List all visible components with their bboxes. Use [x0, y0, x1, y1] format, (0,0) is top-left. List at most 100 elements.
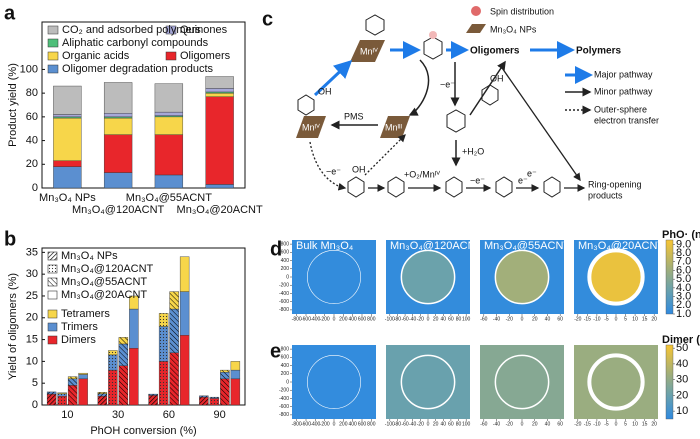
- bar-pattern: [68, 376, 78, 379]
- bar-segment: [230, 378, 241, 406]
- y-tick-label: -600: [279, 299, 289, 305]
- molecule: [387, 176, 405, 198]
- y-tick-label: 0: [32, 182, 38, 194]
- x-tick-label: 15: [642, 316, 648, 322]
- diagram-label: e⁻: [527, 168, 537, 178]
- x-tick-label: -200: [320, 421, 330, 427]
- x-tick-label: 0: [333, 421, 336, 427]
- y-tick-label: 600: [281, 250, 290, 256]
- x-tick-label: -20: [506, 316, 513, 322]
- x-tick-label: 40: [545, 316, 551, 322]
- molecule: [446, 109, 466, 133]
- heatmap-particle: [400, 354, 456, 410]
- colorbar-tick-label: 9.0: [676, 238, 691, 250]
- x-tick-label: 20: [433, 316, 439, 322]
- x-tick-label: 80: [456, 421, 462, 427]
- legend-label: Mn₃O₄ NPs: [61, 250, 118, 262]
- y-tick-label: 20: [26, 158, 38, 170]
- legend-label: Dimers: [61, 334, 96, 346]
- colorbar-tick-label: 4.0: [676, 282, 691, 294]
- molecule: [481, 84, 499, 106]
- legend-label: Aliphatic carbonyl compounds: [62, 37, 209, 49]
- x-tick-label: 40: [545, 421, 551, 427]
- bar-segment: [154, 116, 184, 135]
- heatmap-particle: [494, 249, 550, 305]
- x-tick-label: 0: [333, 316, 336, 322]
- x-tick-label: -10: [593, 316, 600, 322]
- x-tick-label: -40: [409, 316, 416, 322]
- panel-label: a: [4, 2, 16, 24]
- colorbar-title: Dimer (μM): [662, 334, 700, 346]
- y-tick-label: 35: [26, 246, 38, 258]
- diagram-label: electron transfer: [594, 115, 659, 125]
- colorbar: [665, 239, 674, 315]
- arrow: [313, 59, 353, 97]
- molecule: [423, 36, 443, 60]
- x-tick-label: -5: [604, 421, 609, 427]
- legend-swatch: [47, 322, 58, 332]
- legend-pattern: [48, 252, 57, 260]
- heatmap-particle: [587, 248, 645, 306]
- legend-swatch: [47, 51, 59, 61]
- bar-pattern: [220, 372, 230, 379]
- y-tick-label: -600: [279, 404, 289, 410]
- bar-pattern: [57, 392, 67, 394]
- colorbar: [665, 344, 674, 420]
- diagram-label: products: [588, 190, 623, 200]
- bar-segment: [230, 361, 241, 371]
- x-tick-label: -40: [493, 421, 500, 427]
- x-tick-label: -100: [385, 316, 395, 322]
- panel-title: Mn₃O₄@55ACNT: [484, 240, 570, 252]
- diagram-label: +O₂/Mnᴵⱽ: [404, 169, 440, 179]
- legend-swatch: [165, 25, 177, 35]
- legend-label: Mn₃O₄@20ACNT: [61, 289, 147, 301]
- x-tick-label: 100: [462, 316, 471, 322]
- bar-pattern: [57, 396, 67, 405]
- panel-label: d: [270, 238, 282, 260]
- bar-segment: [129, 295, 139, 310]
- colorbar-tick-label: 20: [676, 389, 688, 401]
- bar-pattern: [47, 391, 57, 395]
- x-tick-label: 0: [427, 421, 430, 427]
- legend-pattern: [48, 278, 57, 286]
- x-tick-label: 20: [532, 421, 538, 427]
- x-tick-label: -60: [401, 316, 408, 322]
- x-tick-label: 10: [632, 316, 638, 322]
- bar-pattern: [159, 313, 169, 327]
- diagram-label: Spin distribution: [490, 6, 554, 16]
- x-tick-label: -60: [480, 316, 487, 322]
- x-tick-label: -800: [292, 316, 302, 322]
- diagram-label: OH: [352, 164, 366, 174]
- x-tick-label: -60: [480, 421, 487, 427]
- arrow: [469, 60, 506, 116]
- x-tick-label: 20: [651, 316, 657, 322]
- bar-pattern: [148, 394, 158, 396]
- arrow: [408, 59, 430, 116]
- x-tick-label: 80: [456, 316, 462, 322]
- x-tick-label: 400: [348, 316, 357, 322]
- y-tick-label: 25: [26, 290, 38, 302]
- legend-swatch: [47, 309, 58, 319]
- diagram-label: e⁻: [518, 175, 528, 185]
- x-tick-label: 20: [651, 421, 657, 427]
- colorbar-tick-label: 2.0: [676, 299, 691, 311]
- colorbar-tick-label: 8.0: [676, 247, 691, 259]
- mechanism-diagram: Spin distribution Mn₃O₄ NPs Mnᴵⱽ OH Olig…: [296, 6, 659, 200]
- panel-title: Mn₃O₄@120ACNT: [390, 240, 483, 252]
- x-tick-label: -200: [320, 316, 330, 322]
- bar-pattern: [199, 395, 209, 398]
- y-tick-label: 800: [281, 241, 290, 247]
- y-tick-label: 600: [281, 355, 290, 361]
- x-tick-label: 800: [367, 421, 376, 427]
- x-tick-label: -15: [584, 316, 591, 322]
- x-tick-label: -60: [401, 421, 408, 427]
- arrow: [309, 141, 347, 191]
- x-tick-label: 100: [462, 421, 471, 427]
- x-tick-label: 0: [521, 421, 524, 427]
- y-tick-label: 0: [32, 399, 38, 411]
- colorbar-tick-label: 7.0: [676, 256, 691, 268]
- bar-segment: [129, 308, 139, 349]
- bar-segment: [103, 82, 133, 114]
- legend-label: Quinones: [180, 24, 228, 36]
